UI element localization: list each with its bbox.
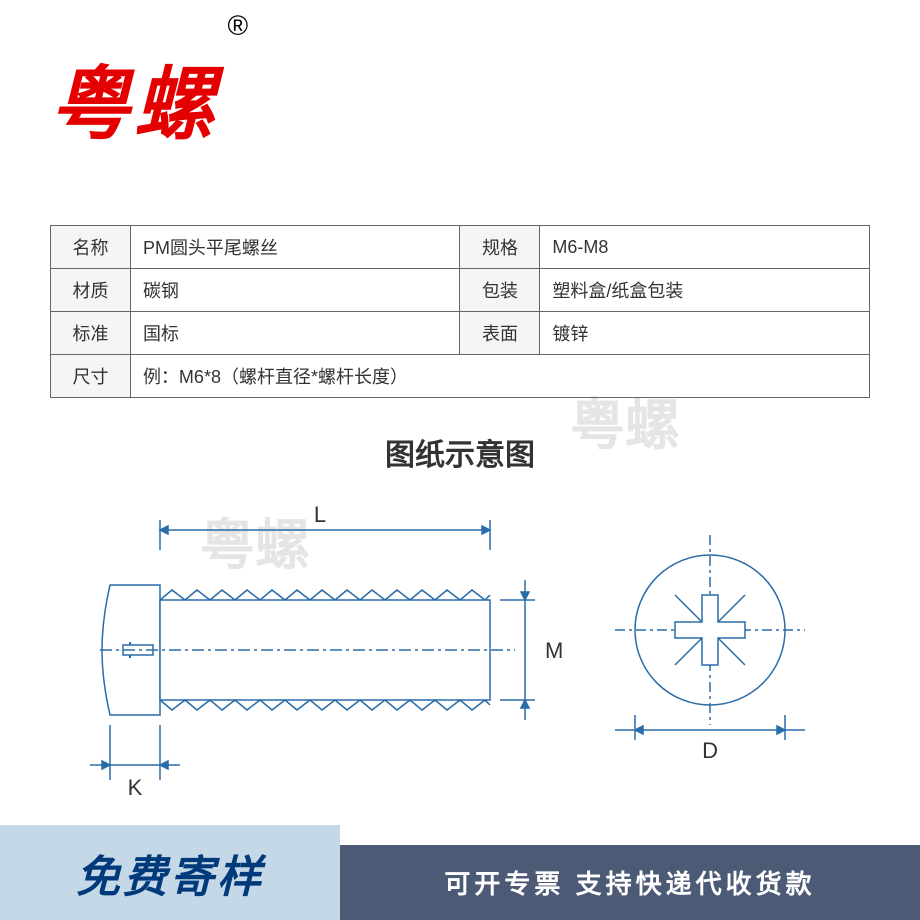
label-standard: 标准 (51, 312, 131, 355)
table-row: 材质 碳钢 包装 塑料盒/纸盒包装 (51, 269, 870, 312)
label-surface: 表面 (460, 312, 540, 355)
table-row: 尺寸 例：M6*8（螺杆直径*螺杆长度） (51, 355, 870, 398)
value-material: 碳钢 (130, 269, 460, 312)
registered-mark: ® (227, 10, 248, 41)
brand-logo: 粤螺 ® (50, 40, 243, 156)
table-row: 标准 国标 表面 镀锌 (51, 312, 870, 355)
label-M: M (545, 638, 563, 663)
diagram-title: 图纸示意图 (0, 430, 920, 474)
label-size: 尺寸 (51, 355, 131, 398)
banner-left-text: 免费寄样 (76, 841, 264, 905)
brand-name: 粤螺 (50, 40, 218, 156)
value-spec: M6-M8 (540, 226, 870, 269)
value-standard: 国标 (130, 312, 460, 355)
value-packaging: 塑料盒/纸盒包装 (540, 269, 870, 312)
banner-right-text: 可开专票 支持快递代收货款 (444, 864, 815, 901)
technical-diagram: L M K (60, 490, 860, 810)
label-L: L (314, 502, 326, 527)
label-spec: 规格 (460, 226, 540, 269)
table-row: 名称 PM圆头平尾螺丝 规格 M6-M8 (51, 226, 870, 269)
label-material: 材质 (51, 269, 131, 312)
banner-free-sample: 免费寄样 (0, 825, 340, 920)
value-name: PM圆头平尾螺丝 (130, 226, 460, 269)
value-size: 例：M6*8（螺杆直径*螺杆长度） (130, 355, 869, 398)
banner-invoice-info: 可开专票 支持快递代收货款 (340, 845, 920, 920)
label-D: D (702, 738, 718, 763)
value-surface: 镀锌 (540, 312, 870, 355)
label-name: 名称 (51, 226, 131, 269)
spec-table: 名称 PM圆头平尾螺丝 规格 M6-M8 材质 碳钢 包装 塑料盒/纸盒包装 标… (50, 225, 870, 398)
label-K: K (128, 775, 143, 800)
label-packaging: 包装 (460, 269, 540, 312)
